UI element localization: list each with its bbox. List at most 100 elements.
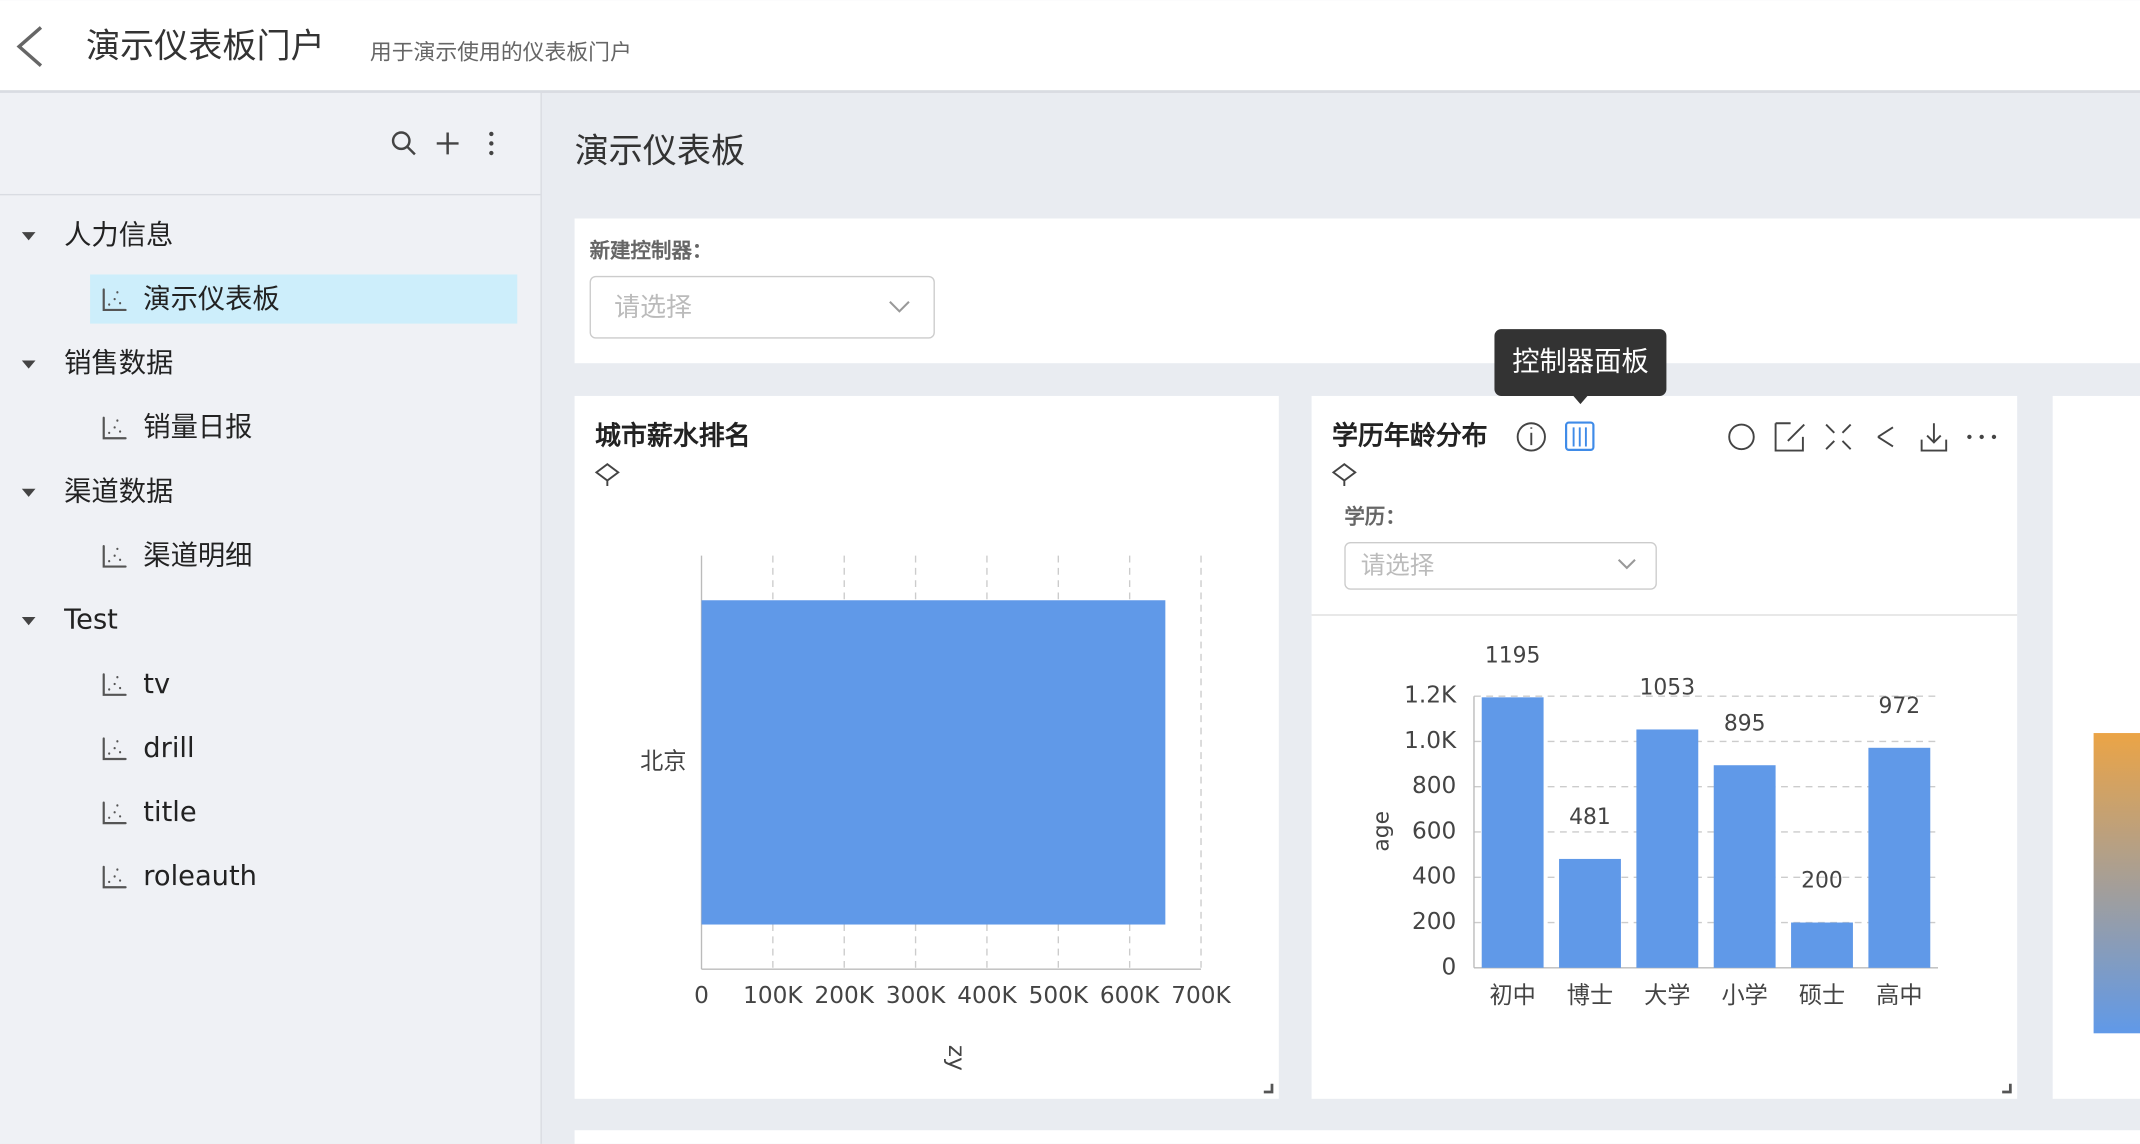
- tree-group[interactable]: 销售数据: [64, 348, 173, 379]
- download-icon[interactable]: [1920, 423, 1948, 452]
- control-select[interactable]: [1344, 541, 1657, 590]
- data-label: 481: [1569, 805, 1611, 830]
- bar: [1868, 747, 1931, 968]
- x-axis-label: zy: [943, 1045, 970, 1071]
- tree-group[interactable]: 人力信息: [64, 220, 173, 251]
- data-label: 972: [1879, 694, 1921, 719]
- x-tick-label: 600K: [1100, 982, 1160, 1009]
- share-icon[interactable]: [1877, 426, 1894, 448]
- more-icon[interactable]: [1967, 434, 1997, 440]
- x-tick-label: 300K: [886, 982, 946, 1009]
- info-icon[interactable]: [1516, 422, 1546, 452]
- chart-icon: [102, 544, 127, 568]
- dashboard-title: 演示仪表板: [575, 132, 746, 172]
- sidebar-border: [540, 92, 542, 1144]
- sidebar: [0, 92, 541, 1144]
- search-icon[interactable]: [391, 131, 411, 151]
- back-button[interactable]: [16, 26, 43, 67]
- portal-subtitle: 用于演示使用的仪表板门户: [370, 40, 632, 65]
- tree-group[interactable]: Test: [63, 605, 118, 636]
- tooltip-text: 控制器面板: [1512, 347, 1648, 378]
- more-icon[interactable]: [489, 131, 494, 156]
- y-tick-label: 400: [1412, 863, 1456, 890]
- resize-handle[interactable]: [1263, 1083, 1274, 1094]
- y-tick-label: 200: [1412, 908, 1456, 935]
- controller-select[interactable]: [589, 275, 935, 339]
- tooltip: [1494, 329, 1667, 396]
- x-tick-label: 400K: [957, 982, 1017, 1009]
- expand-arrow[interactable]: [21, 488, 36, 497]
- y-tick-label: 北京: [640, 748, 686, 775]
- bar: [701, 600, 1166, 925]
- y-tick-label: 600: [1412, 817, 1456, 844]
- select-placeholder: 请选择: [1361, 551, 1435, 580]
- chart-icon: [102, 865, 127, 889]
- sidebar-divider: [0, 193, 541, 196]
- select-arrow: [889, 301, 910, 313]
- control-label: 学历：: [1344, 504, 1405, 528]
- x-tick-label: 0: [694, 982, 709, 1009]
- x-tick-label: 200K: [814, 982, 874, 1009]
- tree-item[interactable]: drill: [143, 733, 194, 764]
- y-axis-label: age: [1370, 811, 1395, 852]
- fullscreen-icon[interactable]: [1825, 423, 1852, 450]
- bar: [1481, 697, 1544, 968]
- expand-arrow[interactable]: [21, 232, 36, 241]
- x-tick-label: 100K: [743, 982, 803, 1009]
- y-tick-label: 1.0K: [1404, 727, 1457, 754]
- chart-icon: [102, 673, 127, 696]
- header-shadow: [0, 90, 2140, 93]
- portal-title: 演示仪表板门户: [86, 26, 325, 66]
- tree-group[interactable]: 渠道数据: [64, 476, 173, 507]
- bar: [1636, 729, 1699, 968]
- selected-item: [90, 274, 518, 324]
- y-tick-label: 0: [1441, 953, 1456, 980]
- expand-arrow[interactable]: [21, 617, 36, 626]
- edit-icon[interactable]: [1774, 422, 1805, 452]
- data-label: 1053: [1640, 676, 1696, 701]
- resize-handle[interactable]: [2002, 1083, 2012, 1094]
- x-tick-label: 博士: [1567, 982, 1613, 1009]
- divider: [1311, 614, 2018, 616]
- x-tick-label: 500K: [1029, 982, 1089, 1009]
- widget-title: 学历年龄分布: [1332, 420, 1488, 451]
- refresh-icon[interactable]: [1728, 423, 1755, 451]
- data-label: 1195: [1485, 643, 1541, 668]
- x-tick-label: 初中: [1489, 982, 1535, 1009]
- tree-item[interactable]: tv: [143, 669, 170, 700]
- tree-item[interactable]: title: [143, 797, 196, 828]
- tree-item[interactable]: 销量日报: [143, 412, 252, 443]
- select-arrow: [1617, 558, 1636, 570]
- bar: [1791, 922, 1853, 968]
- tree-item[interactable]: 演示仪表板: [143, 284, 279, 315]
- controller-label: 新建控制器：: [590, 238, 713, 262]
- expand-arrow[interactable]: [21, 360, 36, 369]
- chart-icon: [102, 801, 127, 825]
- chart-icon: [102, 416, 127, 440]
- drill-icon[interactable]: [1331, 462, 1357, 487]
- data-label: 895: [1724, 711, 1766, 736]
- bar: [1559, 858, 1621, 968]
- add-icon[interactable]: [436, 132, 459, 155]
- widget-title: 城市薪水排名: [595, 420, 751, 451]
- search-icon: [405, 145, 416, 156]
- charts: 0 100K 200K 300K 400K 500K 600K 700K 北京 zy 0 200 400…: [640, 555, 1939, 1071]
- clipped-chart: [2093, 733, 2140, 1034]
- x-tick-label: 硕士: [1799, 982, 1845, 1009]
- tree-item[interactable]: 渠道明细: [143, 540, 252, 571]
- y-tick-label: 1.2K: [1404, 682, 1457, 709]
- drill-icon[interactable]: [594, 462, 620, 487]
- chart-icon: [102, 737, 127, 761]
- controller-panel-icon[interactable]: [1565, 421, 1595, 451]
- select-placeholder: 请选择: [614, 293, 692, 323]
- y-tick-label: 800: [1412, 772, 1456, 799]
- x-tick-label: 高中: [1876, 982, 1922, 1009]
- x-tick-label: 700K: [1171, 982, 1231, 1009]
- x-tick-label: 小学: [1721, 982, 1767, 1009]
- tree-item[interactable]: roleauth: [143, 861, 257, 892]
- bar: [1713, 765, 1776, 968]
- header-bar: [0, 0, 2140, 91]
